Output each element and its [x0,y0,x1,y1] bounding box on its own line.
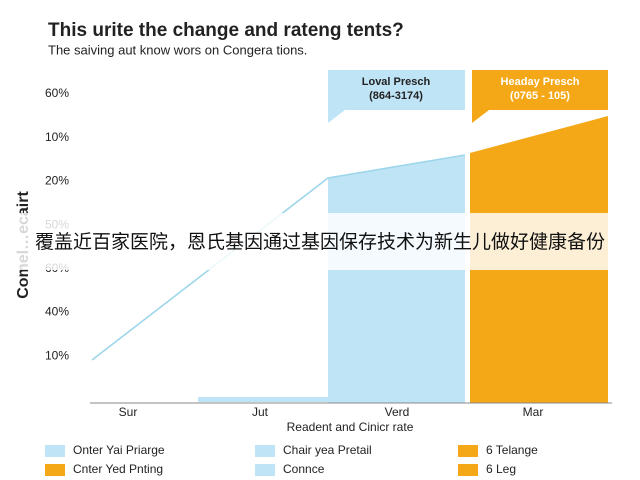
legend-label: Cnter Yed Pnting [73,462,163,476]
legend-label: Connce [283,462,325,476]
x-label: Verd [385,405,410,419]
legend-swatch [45,464,65,476]
y-label: 10% [45,348,69,362]
x-label: Jut [252,405,269,419]
legend-swatch [458,445,478,457]
callout-title: Loval Presch [362,76,431,88]
x-label: Mar [523,405,544,419]
callout-range: (0765 - 105) [510,90,570,102]
y-label: 60% [45,86,69,100]
callout-range: (864-3174) [369,90,423,102]
y-label: 10% [45,130,69,144]
y-label: 20% [45,174,69,188]
overlay-caption: 覆盖近百家医院，恩氏基因通过基因保存技术为新生儿做好健康备份 [35,231,605,253]
trend-line [91,154,466,361]
overlay-band [0,213,640,270]
legend-label: 6 Telange [486,443,538,457]
chart-subtitle: The saiving aut know wors on Congera tio… [48,42,307,57]
callout-box [472,70,608,123]
callout-title: Headay Presch [501,76,580,88]
legend-swatch [255,464,275,476]
legend-swatch [255,445,275,457]
legend-label: Onter Yai Priarge [73,443,165,457]
blue-area [328,155,465,403]
x-label: Sur [119,405,138,419]
x-labels: Sur Jut Verd Mar [119,405,544,419]
legend-swatch [458,464,478,476]
flat-bar [198,397,328,402]
chart-title: This urite the change and rateng tents? [48,20,404,41]
x-axis-title: Readent and Cinicr rate [287,420,414,434]
legend-label: Chair yea Pretail [283,443,372,457]
legend-swatch [45,445,65,457]
legend: Onter Yai Priarge Chair yea Pretail 6 Tela… [45,443,538,476]
y-label: 40% [45,305,69,319]
callout-box [328,70,465,123]
legend-label: 6 Leg [486,462,516,476]
